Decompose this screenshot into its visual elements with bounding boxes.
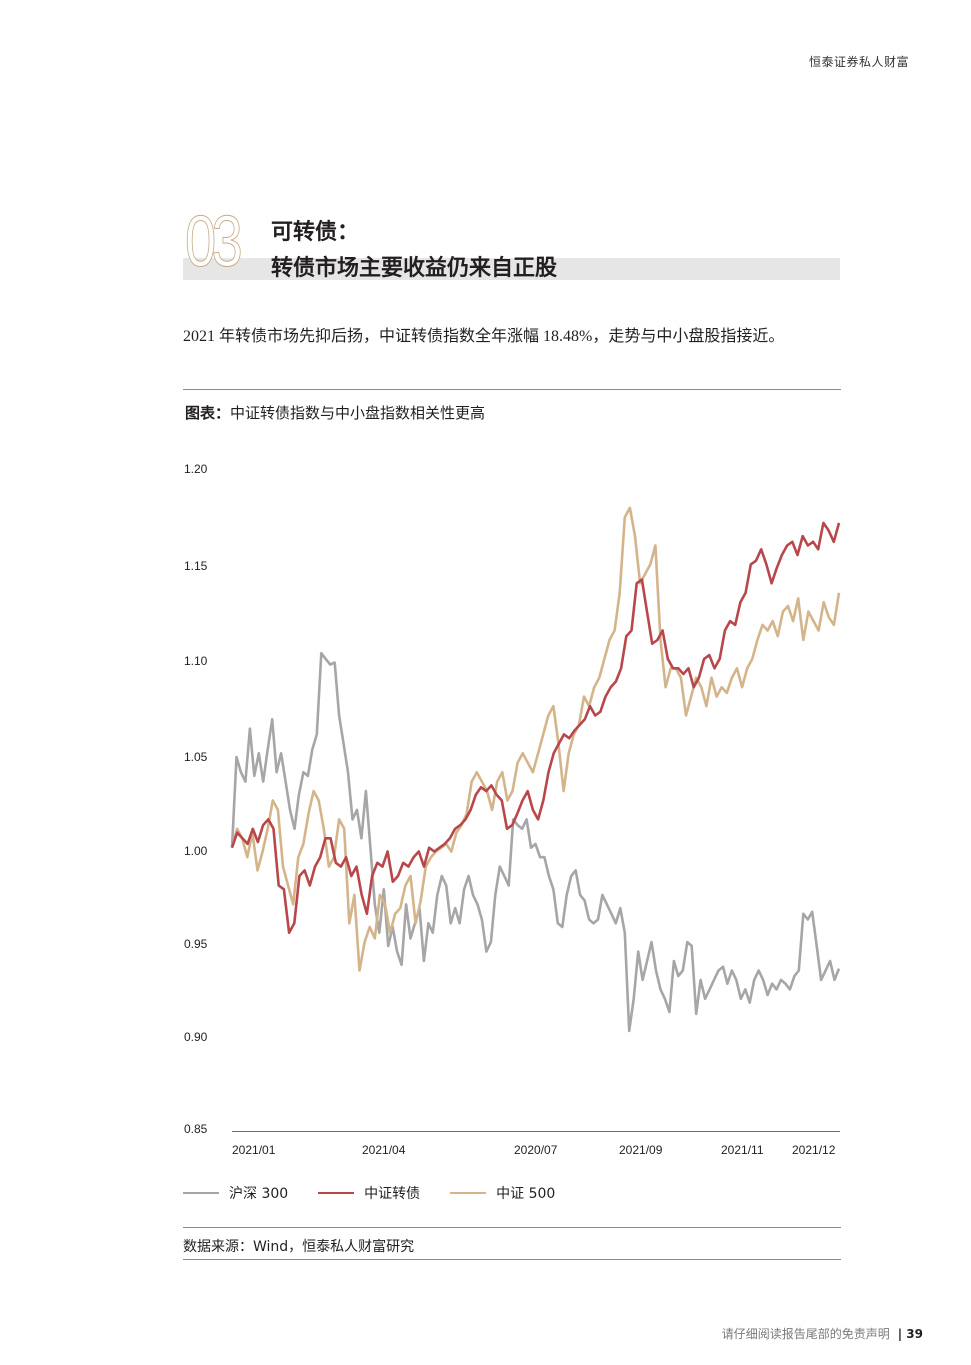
y-tick: 1.05 xyxy=(184,750,208,764)
source-bottom-rule xyxy=(183,1259,841,1260)
page-number-value: 39 xyxy=(906,1327,923,1341)
x-axis-line xyxy=(232,1131,840,1132)
chart-legend: 沪深 300 中证转债 中证 500 xyxy=(183,1183,585,1203)
disclaimer-text: 请仔细阅读报告尾部的免责声明 xyxy=(721,1327,890,1341)
legend-label: 沪深 300 xyxy=(229,1186,289,1202)
x-tick: 2021/04 xyxy=(362,1143,406,1157)
header-brand: 恒泰证券私人财富 xyxy=(808,55,909,69)
x-tick: 2021/01 xyxy=(232,1143,276,1157)
figure-caption: 图表：中证转债指数与中小盘指数相关性更高 xyxy=(185,402,485,423)
legend-item-hs300: 沪深 300 xyxy=(183,1183,288,1203)
page-footer: 请仔细阅读报告尾部的免责声明 | 39 xyxy=(722,1325,923,1342)
y-tick: 1.00 xyxy=(184,844,208,858)
legend-item-csi500: 中证 500 xyxy=(450,1183,555,1203)
y-tick: 0.90 xyxy=(184,1030,208,1044)
series-line-csi500 xyxy=(230,506,841,972)
section-heading: 03 可转债： 转债市场主要收益仍来自正股 xyxy=(183,206,840,282)
y-tick: 0.85 xyxy=(184,1122,208,1136)
legend-label: 中证 500 xyxy=(496,1186,556,1202)
y-tick: 1.20 xyxy=(184,462,208,476)
page-number: | 39 xyxy=(897,1327,923,1341)
x-tick: 2021/09 xyxy=(619,1143,663,1157)
legend-swatch-convertible xyxy=(318,1192,355,1194)
series-line-hs300 xyxy=(230,651,841,1033)
legend-item-convertible: 中证转债 xyxy=(318,1183,420,1203)
data-source-note: 数据来源：Wind，恒泰私人财富研究 xyxy=(183,1239,415,1255)
x-tick: 2020/07 xyxy=(514,1143,558,1157)
figure-label: 图表： xyxy=(185,404,231,422)
series-line-convertible xyxy=(230,521,841,935)
section-title-line2: 转债市场主要收益仍来自正股 xyxy=(271,256,558,281)
legend-label: 中证转债 xyxy=(364,1186,421,1202)
section-number: 03 xyxy=(185,202,244,282)
legend-swatch-hs300 xyxy=(183,1192,219,1194)
section-title-line1: 可转债： xyxy=(271,220,360,245)
section-title-bar xyxy=(183,258,840,280)
y-tick: 1.15 xyxy=(184,559,208,573)
x-tick: 2021/11 xyxy=(721,1143,764,1157)
y-tick: 0.95 xyxy=(184,937,208,951)
source-top-rule xyxy=(183,1227,841,1228)
legend-swatch-csi500 xyxy=(450,1192,487,1194)
intro-paragraph: 2021 年转债市场先抑后扬，中证转债指数全年涨幅 18.48%，走势与中小盘股… xyxy=(183,328,785,345)
x-tick: 2021/12 xyxy=(792,1143,836,1157)
figure-title: 中证转债指数与中小盘指数相关性更高 xyxy=(230,404,486,422)
figure-top-rule xyxy=(183,389,841,390)
y-tick: 1.10 xyxy=(184,654,208,668)
